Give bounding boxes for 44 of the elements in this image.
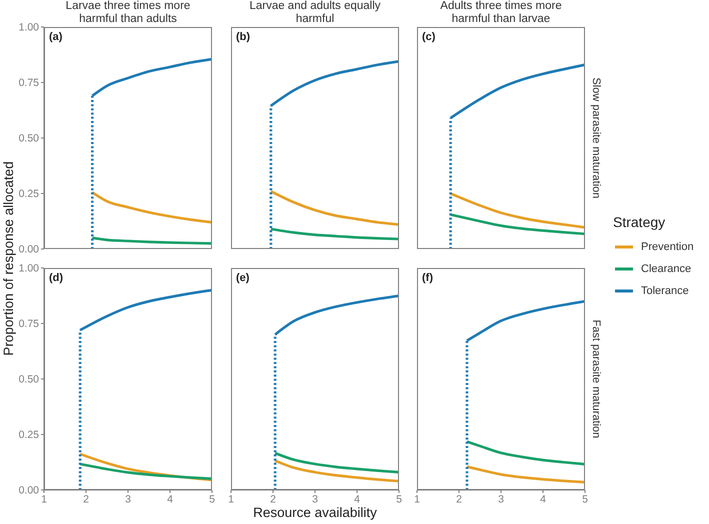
y-tick-label: 0.50 bbox=[18, 374, 40, 386]
chart-title: Adults three times more harmful than larvae bbox=[439, 0, 563, 26]
y-tick-label: 0.75 bbox=[18, 77, 40, 90]
x-tick-label: 3 bbox=[312, 493, 318, 506]
legend-label: Clearance bbox=[641, 263, 692, 275]
x-tick-label: 4 bbox=[167, 493, 174, 506]
x-tick-label: 2 bbox=[270, 493, 276, 506]
legend-label: Prevention bbox=[641, 241, 694, 253]
x-tick-label: 5 bbox=[396, 493, 402, 506]
y-tick-label: 0.50 bbox=[18, 132, 40, 145]
x-tick-label: 3 bbox=[498, 493, 504, 506]
x-tick-label: 5 bbox=[209, 493, 216, 506]
x-tick-label: 4 bbox=[354, 493, 360, 506]
x-tick-label: 3 bbox=[125, 493, 132, 506]
y-tick-label: 0.75 bbox=[18, 318, 40, 330]
y-tick-label: 0.25 bbox=[18, 188, 40, 200]
legend-label: Tolerance bbox=[641, 285, 689, 297]
annotation: (e) bbox=[236, 272, 250, 284]
annotation: (c) bbox=[422, 31, 436, 43]
y-tick-label: 0.00 bbox=[18, 484, 40, 497]
text: Fast parasite maturation bbox=[590, 320, 602, 438]
y-tick-label: 0.00 bbox=[18, 244, 40, 256]
y-axis-title: Proportion of response allocated bbox=[1, 161, 16, 356]
x-tick-label: 1 bbox=[414, 493, 420, 506]
annotation: (d) bbox=[49, 272, 64, 284]
annotation: (b) bbox=[236, 31, 250, 43]
line-series bbox=[78, 462, 212, 480]
y-tick-label: 1.00 bbox=[18, 262, 40, 275]
annotation: (f) bbox=[422, 272, 433, 284]
x-tick-label: 2 bbox=[83, 493, 90, 506]
y-tick-label: 0.25 bbox=[18, 429, 40, 442]
legend-title: Strategy bbox=[613, 214, 666, 230]
x-tick-label: 1 bbox=[228, 493, 234, 506]
x-axis-title: Resource availability bbox=[252, 505, 378, 520]
y-tick-label: 1.00 bbox=[18, 22, 40, 34]
x-tick-label: 5 bbox=[582, 493, 588, 506]
line-series bbox=[91, 191, 212, 224]
x-tick-label: 2 bbox=[456, 493, 462, 506]
annotation: (a) bbox=[49, 31, 62, 43]
chart-title: Larvae three times more harmful than adults bbox=[64, 0, 192, 26]
x-tick-label: 1 bbox=[41, 493, 48, 506]
x-tick-label: 4 bbox=[540, 493, 546, 506]
text: Slow parasite maturation bbox=[590, 77, 602, 199]
chart-title: Larvae and adults equally harmful bbox=[248, 0, 382, 26]
